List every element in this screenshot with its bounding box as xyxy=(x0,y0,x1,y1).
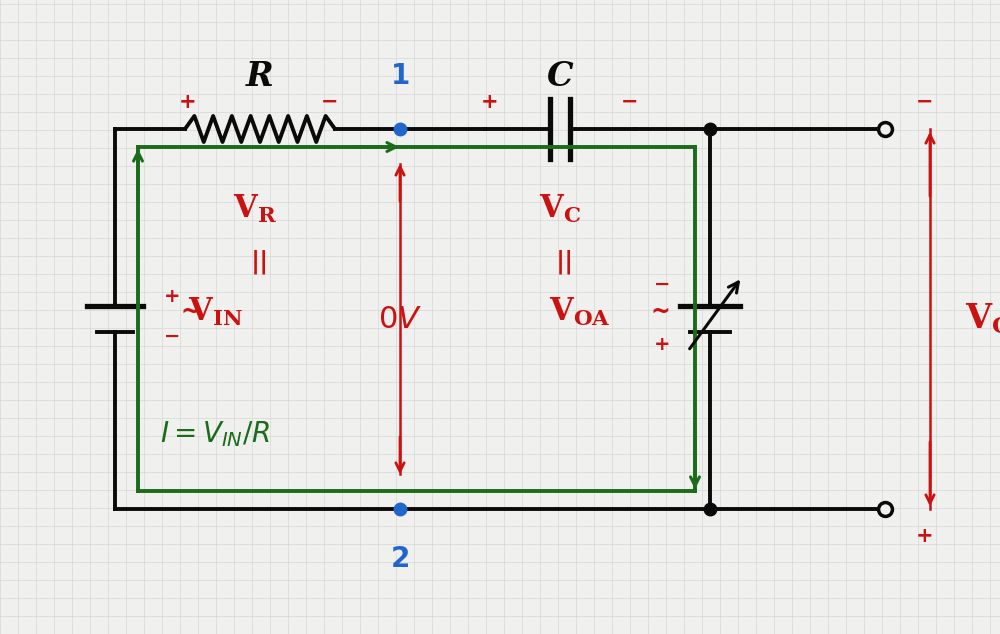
Text: +: + xyxy=(654,335,670,354)
Text: ~: ~ xyxy=(650,300,670,324)
Text: +: + xyxy=(179,92,197,112)
Text: $\mathregular{V_C}$: $\mathregular{V_C}$ xyxy=(539,193,581,225)
Text: $0V$: $0V$ xyxy=(378,304,422,335)
Text: $I = V_{IN}/R$: $I = V_{IN}/R$ xyxy=(160,419,270,449)
Text: −: − xyxy=(654,275,670,294)
Text: −: − xyxy=(916,92,934,112)
Text: ||: || xyxy=(251,250,269,275)
Text: C: C xyxy=(547,60,573,93)
Text: $\mathregular{V_{OA}}$: $\mathregular{V_{OA}}$ xyxy=(549,296,611,328)
Text: ~: ~ xyxy=(180,300,200,324)
Text: −: − xyxy=(164,327,180,346)
Text: 1: 1 xyxy=(390,62,410,90)
Text: −: − xyxy=(621,92,639,112)
Text: $\mathregular{V_{OUT}}$: $\mathregular{V_{OUT}}$ xyxy=(965,302,1000,336)
Text: R: R xyxy=(246,60,274,93)
Text: +: + xyxy=(481,92,499,112)
Text: +: + xyxy=(916,526,934,546)
Text: −: − xyxy=(321,92,339,112)
Text: 2: 2 xyxy=(390,545,410,573)
Text: $\mathregular{V_{IN}}$: $\mathregular{V_{IN}}$ xyxy=(188,296,242,328)
Text: +: + xyxy=(164,287,180,306)
Text: $\mathregular{V_R}$: $\mathregular{V_R}$ xyxy=(233,193,277,225)
Text: ||: || xyxy=(556,250,574,275)
